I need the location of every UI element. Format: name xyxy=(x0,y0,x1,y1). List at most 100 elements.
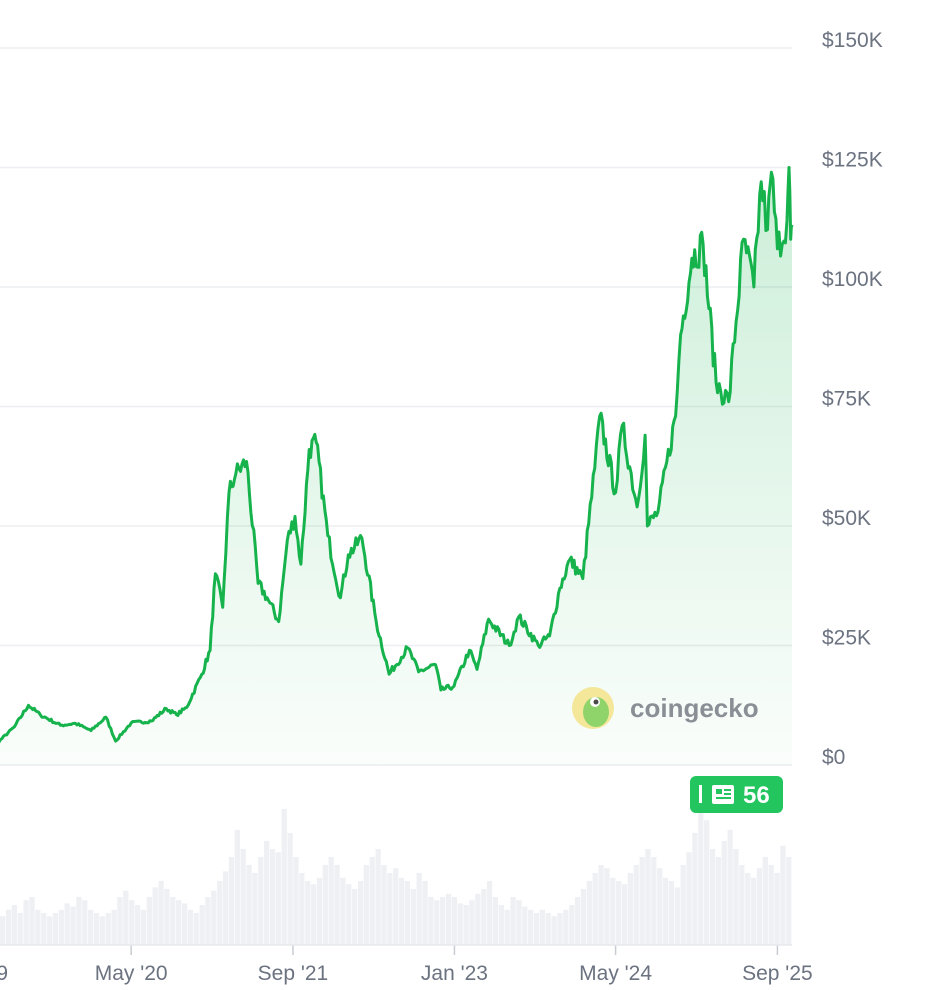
volume-bar xyxy=(604,868,610,945)
volume-bar xyxy=(445,893,452,945)
volume-bar xyxy=(639,857,645,945)
volume-bar xyxy=(721,841,727,945)
volume-bar xyxy=(457,903,463,945)
volume-bar xyxy=(205,897,211,945)
y-tick-label: $75K xyxy=(822,388,871,411)
volume-bar xyxy=(170,897,176,945)
volume-bar xyxy=(627,873,633,945)
volume-bar xyxy=(310,884,317,945)
volume-bar xyxy=(76,897,82,945)
x-tick-label: Sep '21 xyxy=(258,962,329,985)
volume-bar xyxy=(780,845,786,945)
volume-bar xyxy=(704,820,710,945)
volume-bar xyxy=(375,849,381,945)
volume-bar xyxy=(217,881,223,945)
volume-bar xyxy=(387,873,393,945)
volume-bar xyxy=(516,900,522,945)
volume-bar xyxy=(440,897,446,945)
y-tick-label: $125K xyxy=(822,149,883,172)
price-line xyxy=(0,166,794,744)
volume-bar xyxy=(768,865,774,945)
volume-bar xyxy=(17,913,23,945)
volume-bar xyxy=(727,829,733,945)
volume-bar xyxy=(29,897,35,945)
volume-bar xyxy=(187,909,193,945)
volume-bar xyxy=(750,877,757,945)
volume-bar xyxy=(739,865,745,945)
volume-bar xyxy=(105,913,111,945)
watermark-text: coingecko xyxy=(630,693,759,723)
volume-bar xyxy=(486,881,493,945)
volume-bar xyxy=(492,897,499,945)
volume-bar xyxy=(252,873,258,945)
volume-bar xyxy=(5,909,12,945)
news-badge[interactable]: 56 xyxy=(690,776,783,813)
volume-bar xyxy=(510,897,516,945)
volume-bar xyxy=(146,897,152,945)
volume-bar xyxy=(46,916,53,945)
news-count: 56 xyxy=(743,782,770,809)
volume-bar xyxy=(23,900,29,945)
volume-bar xyxy=(504,909,510,945)
volume-bar xyxy=(88,909,94,945)
x-tick-label: Sep '25 xyxy=(742,962,813,985)
volume-bar xyxy=(463,905,469,945)
volume-bar xyxy=(574,897,581,945)
volume-bar xyxy=(756,868,763,945)
volume-bar xyxy=(428,897,434,945)
volume-bar xyxy=(93,913,100,945)
volume-bar xyxy=(82,900,88,945)
volume-bar xyxy=(745,873,751,945)
volume-bar xyxy=(657,868,663,945)
volume-bar xyxy=(287,833,293,945)
volume-bar xyxy=(651,857,657,945)
volume-bar xyxy=(698,809,704,945)
volume-bar xyxy=(52,913,59,945)
y-tick-label: $50K xyxy=(822,507,871,530)
volume-bar xyxy=(522,906,528,945)
volume-bar xyxy=(586,881,592,945)
volume-bar xyxy=(199,905,205,945)
volume-bar xyxy=(680,865,686,945)
volume-bar xyxy=(434,900,440,945)
volume-bar xyxy=(369,857,375,945)
volume-bar xyxy=(451,897,457,945)
volume-bar xyxy=(35,909,41,945)
volume-bar xyxy=(328,857,334,945)
x-tick-label: 9 xyxy=(0,962,8,985)
volume-bar xyxy=(322,865,328,945)
y-axis-ticks: $150K $125K $100K $75K $50K $25K $0 xyxy=(822,29,883,769)
volume-bar xyxy=(715,857,721,945)
volume-bar xyxy=(774,873,780,945)
volume-bar xyxy=(181,903,188,945)
volume-bar xyxy=(662,877,669,945)
volume-bar xyxy=(152,887,158,945)
volume-bar xyxy=(228,857,235,945)
volume-bar xyxy=(498,905,504,945)
volume-bar xyxy=(610,877,616,945)
volume-bar xyxy=(674,887,680,945)
volume-bar xyxy=(481,889,487,945)
price-area xyxy=(0,166,794,765)
volume-bar xyxy=(111,909,117,945)
volume-bar xyxy=(422,881,428,945)
volume-bar xyxy=(762,857,768,945)
volume-bar xyxy=(416,873,422,945)
volume-bar xyxy=(293,857,299,945)
volume-bar xyxy=(381,865,387,945)
volume-bar xyxy=(281,809,287,945)
volume-bar xyxy=(211,890,217,945)
y-tick-label: $150K xyxy=(822,29,883,52)
volume-bar xyxy=(563,909,569,945)
volume-bar xyxy=(545,913,551,945)
price-area-fill xyxy=(0,167,792,765)
volume-bar xyxy=(193,913,199,945)
volume-bar xyxy=(352,889,358,945)
volume-bar xyxy=(404,881,411,945)
volume-bar xyxy=(598,865,604,945)
volume-bar xyxy=(633,865,639,945)
volume-bar xyxy=(240,849,246,945)
coingecko-logo-icon xyxy=(572,687,614,729)
volume-bar xyxy=(616,881,622,945)
